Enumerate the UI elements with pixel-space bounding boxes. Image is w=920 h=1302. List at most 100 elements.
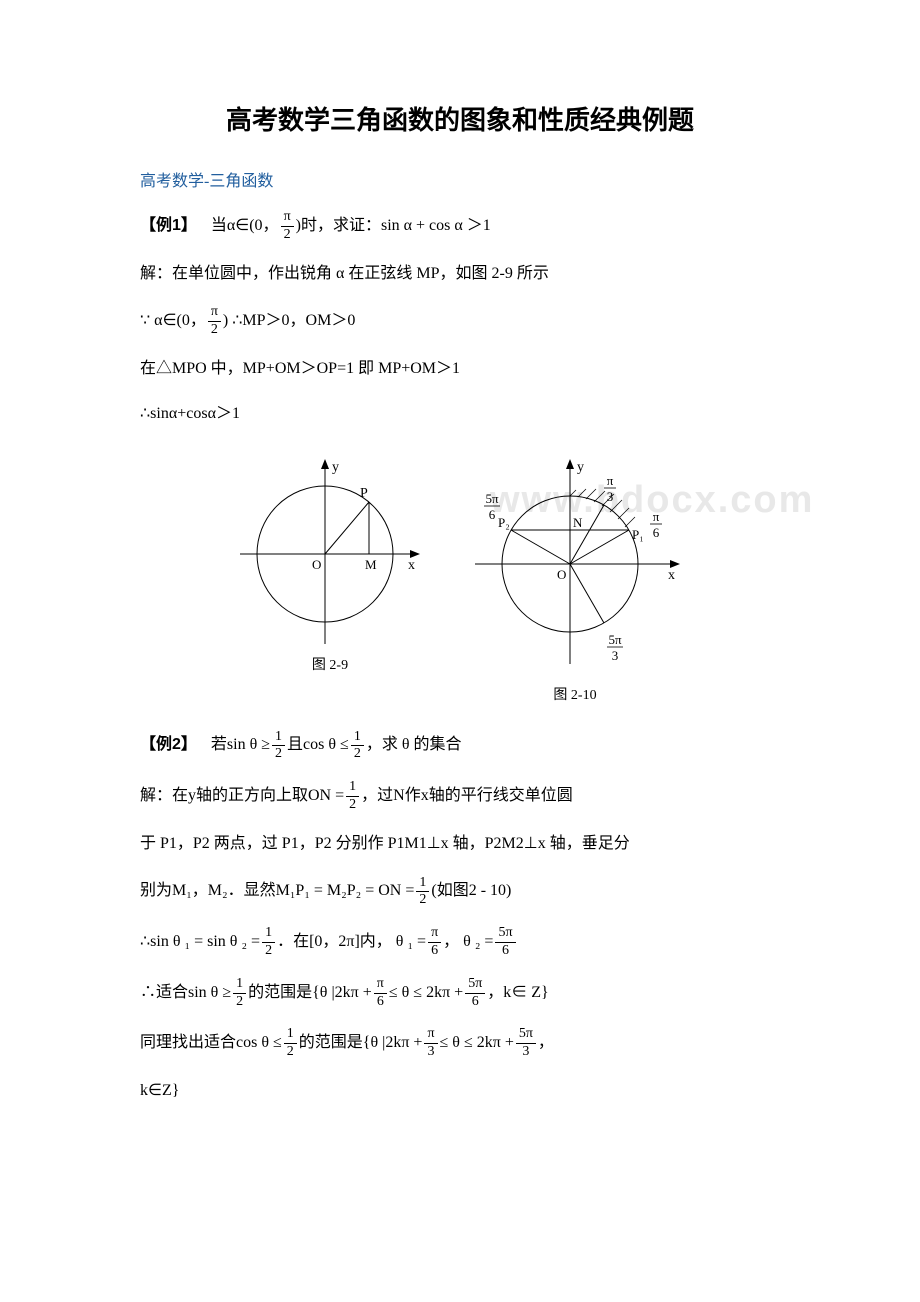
svg-text:5π: 5π	[485, 491, 499, 506]
frac-den: 6	[499, 943, 512, 960]
fraction-pi-2: π 2	[208, 304, 221, 339]
text: 且cos θ ≤	[287, 731, 349, 760]
svg-text:N: N	[573, 515, 583, 530]
frac-num: 1	[416, 875, 429, 893]
text: ) ∴MP＞0，OM＞0	[223, 307, 355, 336]
fraction-half: 1 2	[262, 925, 275, 960]
subtitle: 高考数学-三角函数	[140, 167, 780, 191]
example2-step3: 别为M₁，M₂．显然M₁P₁ = M₂P₂ = ON = 1 2 (如图2 - …	[140, 875, 780, 910]
svg-text:π: π	[653, 509, 660, 524]
fraction-5pi-6: 5π 6	[465, 976, 485, 1011]
frac-den: 6	[428, 943, 441, 960]
example1-step4: ∴sinα+cosα＞1	[140, 400, 780, 429]
frac-num: π	[281, 209, 294, 227]
svg-text:5π: 5π	[608, 632, 622, 647]
fraction-5pi-6: 5π 6	[495, 925, 515, 960]
unit-circle-diagram-1: y x O P M	[230, 449, 430, 649]
fraction-pi-2: π 2	[281, 209, 294, 244]
example1-step3: 在△MPO 中，MP+OM＞OP=1 即 MP+OM＞1	[140, 355, 780, 384]
frac-den: 2	[272, 746, 285, 763]
text: ∵ α∈(0，	[140, 307, 206, 336]
figures-container: y x O P M 图 2-9 www.bdocx.com	[140, 449, 780, 704]
svg-text:M: M	[365, 557, 377, 572]
frac-num: π	[374, 976, 387, 994]
svg-text:3: 3	[612, 648, 619, 663]
fraction-half: 1 2	[233, 976, 246, 1011]
frac-den: 3	[519, 1044, 532, 1061]
text: ，	[538, 1029, 554, 1058]
fraction-half: 1 2	[272, 729, 285, 764]
example1-step1: 解：在单位圆中，作出锐角 α 在正弦线 MP，如图 2-9 所示	[140, 260, 780, 289]
fraction-pi-6: π 6	[428, 925, 441, 960]
example2-step6: 同理找出适合cos θ ≤ 1 2 的范围是{θ |2kπ + π 3 ≤ θ …	[140, 1026, 780, 1061]
svg-text:x: x	[668, 568, 675, 583]
text: 同理找出适合cos θ ≤	[140, 1029, 282, 1058]
text: 别为M₁，M₂．显然M₁P₁ = M₂P₂ = ON =	[140, 877, 414, 906]
fraction-5pi-3: 5π 3	[516, 1026, 536, 1061]
svg-text:y: y	[577, 460, 584, 475]
unit-circle-diagram-2: y x O N P₁ P₂ π 3 π 6 5π 6 5π 3	[460, 449, 690, 679]
frac-den: 6	[374, 994, 387, 1011]
page-title: 高考数学三角函数的图象和性质经典例题	[140, 100, 780, 137]
figure-2-label: 图 2-10	[553, 684, 596, 704]
text: ∴sin θ ₁ = sin θ ₂ =	[140, 928, 260, 957]
fraction-half: 1 2	[346, 779, 359, 814]
text: 若sin θ ≥	[211, 731, 270, 760]
text: )时，求证：sin α + cos α ＞1	[296, 212, 491, 241]
figure-2-10: www.bdocx.com	[460, 449, 690, 704]
frac-den: 2	[262, 943, 275, 960]
svg-text:O: O	[557, 567, 566, 582]
frac-num: 1	[351, 729, 364, 747]
example1-tag: 【例1】	[140, 212, 197, 241]
text: ，k∈ Z}	[487, 979, 548, 1008]
fraction-pi-3: π 3	[424, 1026, 437, 1061]
frac-num: 1	[284, 1026, 297, 1044]
text: ≤ θ ≤ 2kπ +	[440, 1029, 514, 1058]
text: ， θ ₂ =	[443, 928, 493, 957]
svg-text:y: y	[332, 460, 339, 475]
frac-num: π	[208, 304, 221, 322]
fraction-half: 1 2	[284, 1026, 297, 1061]
svg-text:3: 3	[607, 489, 614, 504]
frac-den: 6	[469, 994, 482, 1011]
example1-prompt: 【例1】 当α∈(0， π 2 )时，求证：sin α + cos α ＞1	[140, 209, 780, 244]
frac-den: 2	[416, 892, 429, 909]
example2-prompt: 【例2】 若sin θ ≥ 1 2 且cos θ ≤ 1 2 ，求 θ 的集合	[140, 729, 780, 764]
figure-1-label: 图 2-9	[312, 654, 348, 674]
example2-step4: ∴sin θ ₁ = sin θ ₂ = 1 2 ．在[0，2π]内， θ ₁ …	[140, 925, 780, 960]
example2-step7: k∈Z}	[140, 1077, 780, 1106]
text: 解：在y轴的正方向上取ON =	[140, 782, 344, 811]
example1-step2: ∵ α∈(0， π 2 ) ∴MP＞0，OM＞0	[140, 304, 780, 339]
text: 当α∈(0，	[211, 212, 279, 241]
svg-text:6: 6	[653, 525, 660, 540]
example2-tag: 【例2】	[140, 731, 197, 760]
svg-text:6: 6	[489, 507, 496, 522]
frac-den: 2	[208, 322, 221, 339]
frac-num: 1	[272, 729, 285, 747]
text: 的范围是{θ |2kπ +	[299, 1029, 423, 1058]
frac-num: 5π	[495, 925, 515, 943]
text: ≤ θ ≤ 2kπ +	[389, 979, 463, 1008]
text: ．在[0，2π]内， θ ₁ =	[277, 928, 426, 957]
svg-text:O: O	[312, 557, 321, 572]
svg-text:P₁: P₁	[632, 527, 644, 542]
example2-step5: ∴适合sin θ ≥ 1 2 的范围是{θ |2kπ + π 6 ≤ θ ≤ 2…	[140, 976, 780, 1011]
svg-text:π: π	[607, 473, 614, 488]
frac-num: π	[424, 1026, 437, 1044]
frac-den: 2	[281, 227, 294, 244]
svg-text:P: P	[360, 486, 368, 501]
frac-num: 1	[233, 976, 246, 994]
text: 的范围是{θ |2kπ +	[248, 979, 372, 1008]
frac-num: 1	[346, 779, 359, 797]
frac-num: 5π	[465, 976, 485, 994]
frac-den: 2	[233, 994, 246, 1011]
frac-num: 5π	[516, 1026, 536, 1044]
frac-num: 1	[262, 925, 275, 943]
text: (如图2 - 10)	[431, 877, 511, 906]
text: ，求 θ 的集合	[366, 731, 462, 760]
figure-2-9: y x O P M 图 2-9	[230, 449, 430, 704]
example2-step2: 于 P1，P2 两点，过 P1，P2 分别作 P1M1⊥x 轴，P2M2⊥x 轴…	[140, 830, 780, 859]
frac-den: 2	[346, 797, 359, 814]
fraction-half: 1 2	[351, 729, 364, 764]
text: ∴适合sin θ ≥	[140, 979, 231, 1008]
